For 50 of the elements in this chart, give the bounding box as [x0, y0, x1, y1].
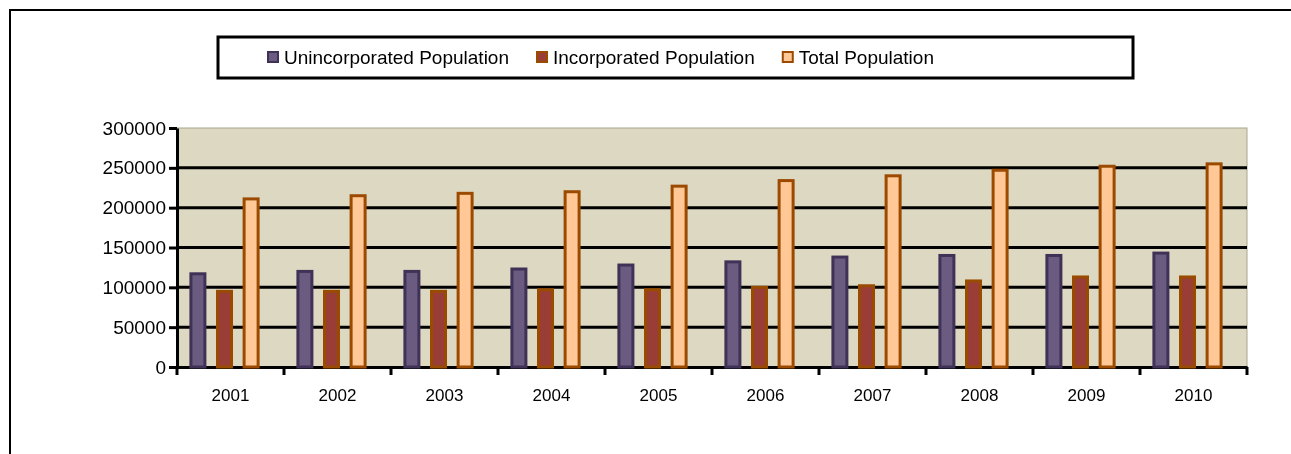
bar: [563, 190, 581, 369]
legend-label: Incorporated Population: [553, 47, 755, 68]
bar: [777, 179, 795, 369]
y-tick-label: 50000: [113, 316, 166, 338]
x-tick-label: 2004: [532, 386, 571, 406]
x-tick-label: 2010: [1174, 386, 1213, 406]
bar: [323, 289, 341, 369]
bar: [1072, 275, 1090, 369]
bar: [724, 260, 742, 369]
legend-label: Unincorporated Population: [284, 47, 509, 68]
bar: [751, 285, 769, 369]
bar: [430, 289, 448, 369]
bar: [1205, 162, 1223, 369]
bar: [938, 253, 956, 369]
x-tick-label: 2003: [425, 386, 464, 406]
bar: [537, 288, 555, 369]
bar: [510, 267, 528, 369]
legend-label: Total Population: [798, 47, 934, 68]
bar: [1152, 251, 1170, 369]
bar: [242, 197, 260, 369]
bar: [456, 191, 474, 369]
y-tick-label: 250000: [102, 157, 166, 179]
x-tick-label: 2006: [746, 386, 785, 406]
x-tick-label: 2009: [1067, 386, 1106, 406]
y-tick-label: 300000: [102, 117, 166, 139]
y-tick-label: 0: [155, 356, 166, 378]
bar: [858, 284, 876, 369]
x-tick-label: 2008: [960, 386, 999, 406]
bar: [296, 269, 314, 369]
bar: [617, 263, 635, 369]
bar: [216, 289, 234, 369]
bar: [1045, 253, 1063, 369]
y-tick-label: 100000: [102, 276, 166, 298]
bar: [884, 174, 902, 369]
bar: [670, 184, 688, 369]
bar: [1098, 164, 1116, 369]
bar: [403, 269, 421, 369]
x-tick-label: 2007: [853, 386, 892, 406]
bar: [1179, 275, 1197, 369]
x-tick-label: 2005: [639, 386, 678, 406]
bar: [965, 279, 983, 369]
bar: [991, 168, 1009, 369]
bar: [349, 194, 367, 369]
y-tick-label: 150000: [102, 237, 166, 259]
bar: [831, 255, 849, 369]
x-tick-label: 2001: [211, 386, 250, 406]
bar: [189, 272, 207, 369]
bar: [644, 288, 662, 369]
y-tick-label: 200000: [102, 197, 166, 219]
x-tick-label: 2002: [318, 386, 357, 406]
